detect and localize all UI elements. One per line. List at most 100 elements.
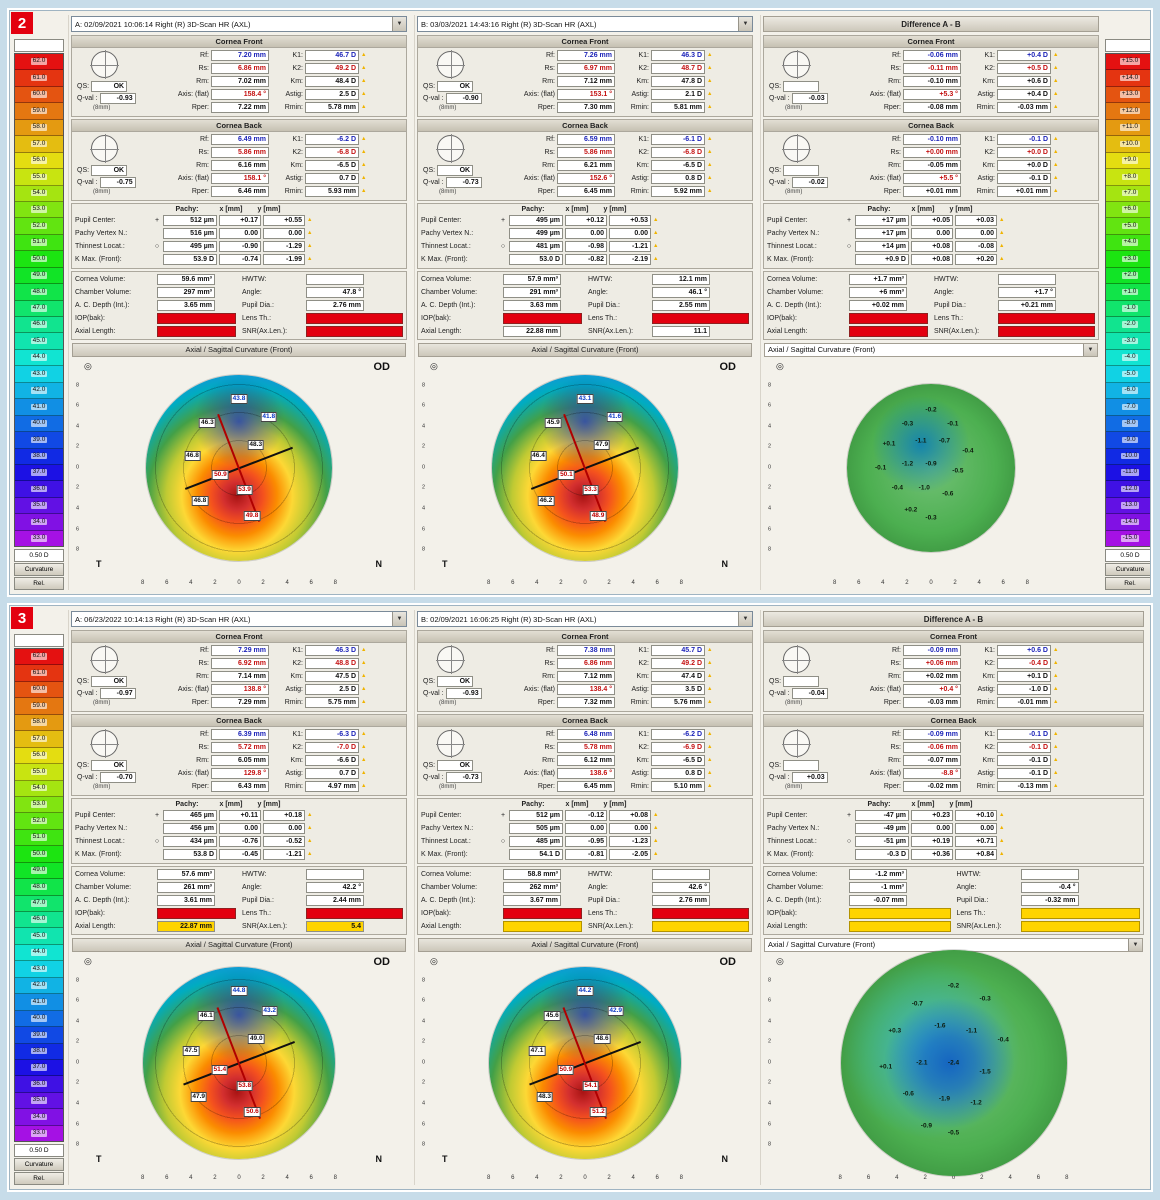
- param-value: -0.06 mm: [903, 742, 961, 753]
- volume-row-label: Pupil Dia.:: [588, 302, 620, 309]
- fixation-target-icon: ◎: [84, 361, 92, 371]
- scale-segment: 33.0: [15, 530, 63, 547]
- pachy-row-label: K Max. (Front):: [767, 256, 814, 263]
- exam-selector-dropdown[interactable]: B: 03/03/2021 14:43:16 Right (R) 3D-Scan…: [417, 16, 753, 32]
- y-value: 0.00: [955, 823, 997, 834]
- exam-selector-dropdown[interactable]: A: 06/23/2022 10:14:13 Right (R) 3D-Scan…: [71, 611, 407, 627]
- chevron-down-icon[interactable]: ▼: [392, 17, 406, 31]
- scale-segment: 35.0: [15, 1092, 63, 1110]
- error-bar: [157, 908, 236, 919]
- volume-row-label: Lens Th.:: [934, 315, 964, 322]
- ruler-tick-label: 2: [213, 579, 217, 586]
- param-value: -6.8 D: [651, 147, 705, 158]
- pachy-row-label: Pupil Center:: [75, 217, 116, 224]
- param-label: Km:: [636, 162, 649, 169]
- param-label: Rper:: [883, 188, 901, 195]
- relative-button[interactable]: Rel.: [14, 577, 64, 590]
- pachy-row-label: K Max. (Front):: [421, 256, 468, 263]
- volume-row-label: IOP(bak):: [421, 315, 451, 322]
- x-value: 0.00: [219, 823, 261, 834]
- qs-eye-diagram: [90, 645, 119, 674]
- param-value: +0.0 D: [997, 147, 1051, 158]
- qs-eye-diagram: [782, 645, 811, 674]
- k-value-chip: 50.9: [557, 1065, 575, 1076]
- qs-value: OK: [91, 165, 128, 176]
- scale-tick-label: -9.0: [1122, 435, 1138, 444]
- chevron-down-icon[interactable]: ▼: [1128, 939, 1142, 951]
- volume-row-label: Chamber Volume:: [767, 289, 824, 296]
- curvature-button[interactable]: Curvature: [14, 1158, 64, 1171]
- scale-tick-label: -13.0: [1120, 501, 1140, 509]
- y-column-header: y [mm]: [949, 206, 973, 213]
- exam-selector-dropdown[interactable]: A: 02/09/2021 10:06:14 Right (R) 3D-Scan…: [71, 16, 407, 32]
- curvature-button[interactable]: Curvature: [1105, 563, 1150, 576]
- map-type-dropdown[interactable]: Axial / Sagittal Curvature (Front) ▼: [764, 343, 1098, 357]
- chevron-down-icon[interactable]: ▼: [1083, 344, 1097, 356]
- param-value: 5.75 mm: [305, 697, 359, 708]
- curvature-color-scale: 62.0 61.0 60.0 59.0 58.0 57.0 56.0 55.0 54.0 53.0…: [14, 610, 64, 1185]
- section-title: Cornea Back: [72, 715, 406, 727]
- scale-tick-label: 40.0: [30, 1014, 48, 1022]
- section-title: Cornea Back: [72, 120, 406, 132]
- aperture-label: (8mm): [439, 189, 457, 195]
- param-label: Rs:: [198, 660, 210, 667]
- difference-value: -0.1: [874, 464, 887, 471]
- param-value: 0.8 D: [651, 173, 705, 184]
- param-value: -6.5 D: [651, 160, 705, 171]
- warning-icon: ▲: [707, 135, 713, 142]
- ruler-tick-label: 6: [511, 579, 515, 586]
- param-label: Km:: [290, 673, 303, 680]
- volume-value: 11.1: [652, 326, 710, 337]
- y-value: +0.55: [263, 215, 305, 226]
- param-value: 7.12 mm: [557, 76, 615, 87]
- ruler-tick-label: 8: [76, 1141, 80, 1148]
- k-value-chip: 46.8: [191, 495, 209, 506]
- param-value: 5.78 mm: [557, 742, 615, 753]
- param-label: Axis: (flat): [523, 686, 555, 693]
- scale-tick-label: +12.0: [1119, 106, 1141, 115]
- scale-tick-label: +4.0: [1121, 238, 1139, 246]
- ruler-tick-label: 6: [768, 997, 772, 1004]
- param-label: Astig:: [285, 686, 303, 693]
- k-value-chip: 46.4: [530, 451, 547, 462]
- error-bar: [306, 313, 403, 324]
- warning-icon: ▲: [307, 229, 313, 236]
- param-label: K2:: [292, 149, 303, 156]
- ruler-tick-label: 2: [559, 1174, 563, 1181]
- qs-eye-diagram: [90, 50, 119, 79]
- fixation-target-icon: ◎: [776, 956, 784, 966]
- param-value: 5.86 mm: [557, 147, 615, 158]
- param-value: -0.1 D: [997, 742, 1051, 753]
- chevron-down-icon[interactable]: ▼: [392, 612, 406, 626]
- map-horizontal-ruler: 8 6 4 2 0 2 4 6 8: [141, 1172, 337, 1183]
- scale-segment: +6.0: [1106, 201, 1150, 219]
- warning-bar: [849, 921, 951, 932]
- map-title: Axial / Sagittal Curvature (Front): [72, 343, 406, 357]
- chevron-down-icon[interactable]: ▼: [738, 17, 752, 31]
- relative-button[interactable]: Rel.: [1105, 577, 1150, 590]
- qs-label: QS:: [423, 678, 436, 685]
- volume-row-label: IOP(bak):: [767, 910, 797, 917]
- param-value: 0.8 D: [651, 768, 705, 779]
- exam-selector-dropdown[interactable]: B: 02/09/2021 16:06:25 Right (R) 3D-Scan…: [417, 611, 753, 627]
- param-value: 6.92 mm: [211, 658, 269, 669]
- relative-button[interactable]: Rel.: [14, 1172, 64, 1185]
- y-column-header: y [mm]: [257, 801, 281, 808]
- pachy-row-label: K Max. (Front):: [75, 851, 122, 858]
- param-value: 4.97 mm: [305, 781, 359, 792]
- param-label: K1:: [292, 647, 303, 654]
- chevron-down-icon[interactable]: ▼: [738, 612, 752, 626]
- aperture-label: (8mm): [93, 189, 111, 195]
- ruler-tick-label: 6: [866, 1174, 871, 1181]
- scale-tick-label: 34.0: [30, 517, 48, 526]
- scale-segment: 52.0: [15, 813, 63, 830]
- ruler-tick-label: 8: [1065, 1174, 1069, 1181]
- x-value: +0.19: [911, 836, 953, 847]
- scale-segment: -2.0: [1106, 317, 1150, 334]
- temporal-label: T: [96, 1154, 102, 1164]
- nasal-label: N: [721, 1154, 729, 1164]
- curvature-button[interactable]: Curvature: [14, 563, 64, 576]
- volume-value: +0.02 mm: [849, 300, 907, 311]
- ruler-tick-label: 4: [422, 1018, 426, 1025]
- ruler-tick-label: 6: [422, 526, 426, 533]
